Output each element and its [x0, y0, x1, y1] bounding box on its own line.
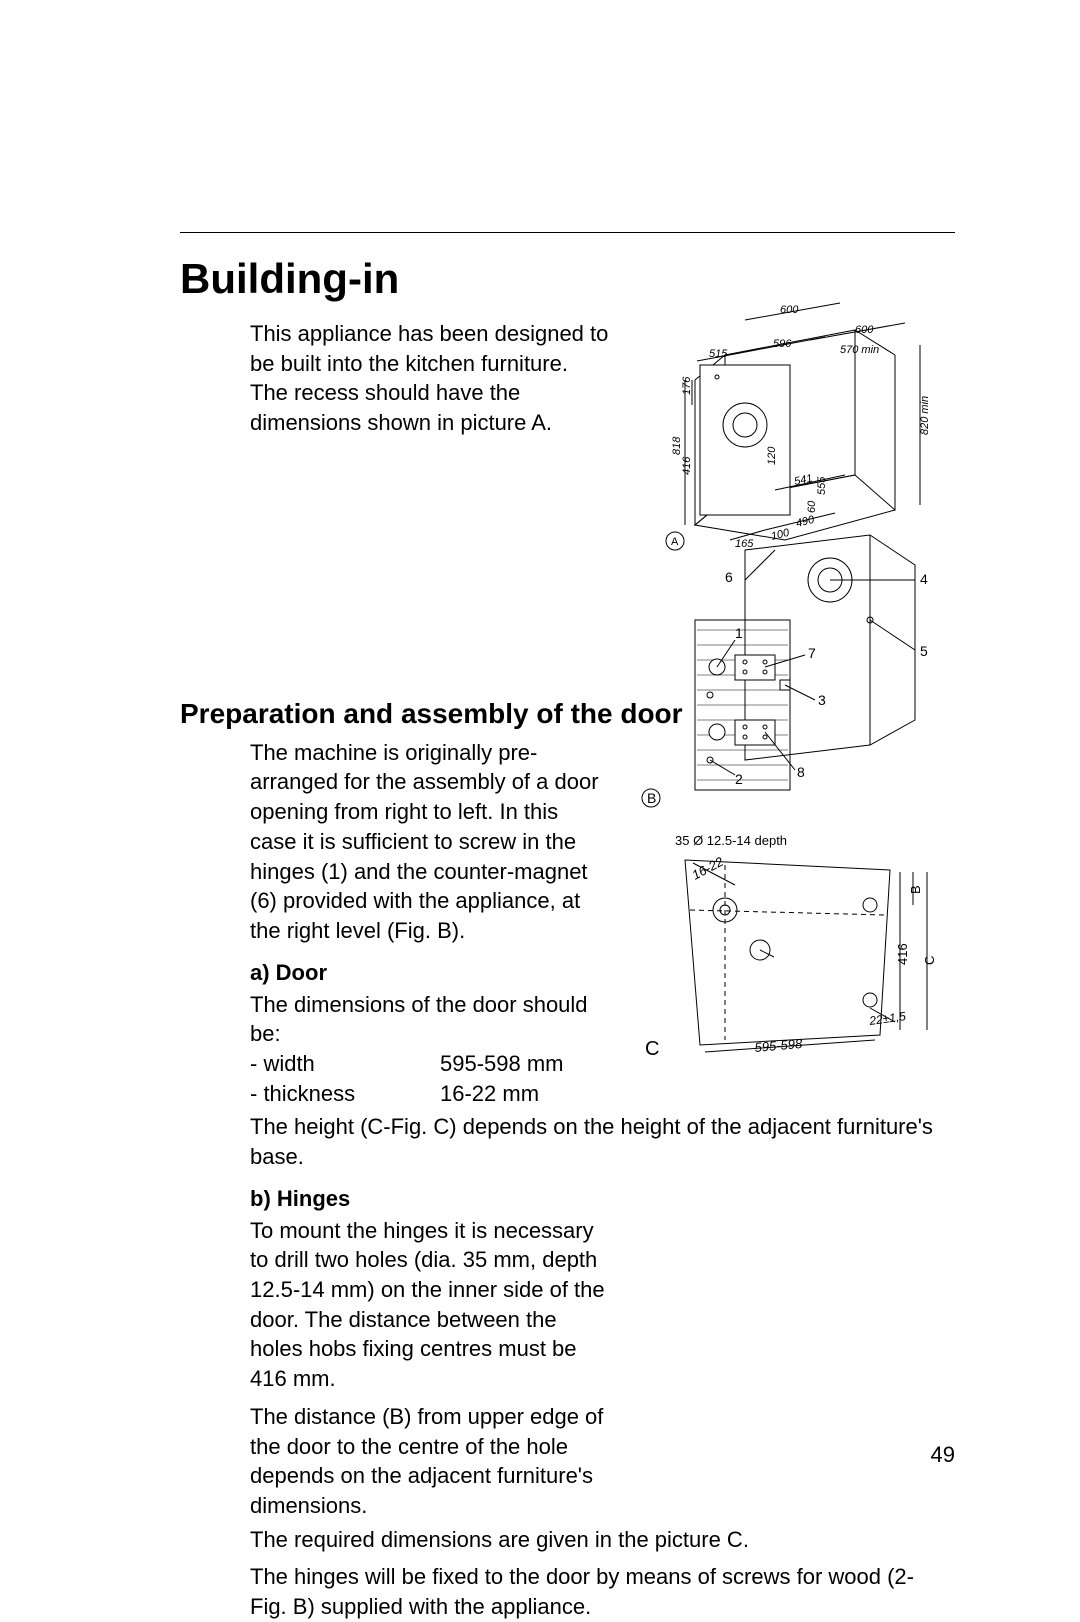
figB-c7: 7: [808, 645, 816, 661]
figure-c: 35 Ø 12.5-14 depth 16-22 416 B C 22±1,5 …: [645, 830, 955, 1060]
figA-596: 596: [773, 338, 792, 350]
figB-c3: 3: [818, 692, 826, 708]
page: Building-in This appliance has been desi…: [0, 0, 1080, 1528]
figC-angle: 22±1,5: [867, 1009, 907, 1028]
hinges-heading: b) Hinges: [250, 1186, 955, 1212]
figC-width: 595-598: [754, 1036, 804, 1055]
hinges-p4: The hinges will be fixed to the door by …: [250, 1562, 950, 1621]
figA-600a: 600: [780, 304, 799, 316]
figB-c5: 5: [920, 643, 928, 659]
figC-label: C: [645, 1038, 659, 1060]
figB-c1: 1: [735, 625, 743, 641]
door-width-value: 595-598 mm: [440, 1049, 564, 1079]
prep-text: The machine is originally pre-arranged f…: [250, 738, 610, 946]
figA-541: 541: [793, 472, 813, 488]
figB-c2: 2: [735, 771, 743, 787]
figA-820min: 820 min: [919, 396, 931, 435]
figA-120: 120: [766, 446, 778, 465]
figA-515: 515: [709, 348, 728, 360]
figB-c8: 8: [797, 764, 805, 780]
figA-570min: 570 min: [840, 344, 879, 356]
intro-text: This appliance has been designed to be b…: [250, 319, 610, 438]
figA-818: 818: [671, 436, 683, 455]
door-thickness-label: - thickness: [250, 1079, 440, 1109]
figC-C: C: [922, 956, 937, 965]
figC-thickness: 16-22: [689, 853, 726, 882]
figB-c4: 4: [920, 571, 928, 587]
figA-600b: 600: [855, 324, 874, 336]
figA-555: 555: [816, 476, 828, 495]
hinges-p2: The distance (B) from upper edge of the …: [250, 1402, 610, 1521]
figA-176: 176: [681, 376, 693, 395]
page-number: 49: [931, 1442, 955, 1468]
hinges-p3: The required dimensions are given in the…: [250, 1525, 950, 1555]
door-thickness-value: 16-22 mm: [440, 1079, 539, 1109]
figB-c6: 6: [725, 569, 733, 585]
figB-label: B: [647, 790, 656, 806]
figC-B: B: [908, 885, 923, 894]
figA-60: 60: [806, 500, 818, 513]
door-height-note: The height (C-Fig. C) depends on the hei…: [250, 1112, 950, 1171]
door-intro: The dimensions of the door should be:: [250, 990, 610, 1049]
figC-holespec: 35 Ø 12.5-14 depth: [675, 833, 787, 848]
header-rule: [180, 232, 955, 233]
figure-b: 1 2 3 4 5 6 7 8 B: [635, 520, 955, 810]
hinges-p1: To mount the hinges it is necessary to d…: [250, 1216, 610, 1394]
figA-416: 416: [681, 456, 693, 475]
door-width-label: - width: [250, 1049, 440, 1079]
figC-416: 416: [895, 943, 910, 965]
